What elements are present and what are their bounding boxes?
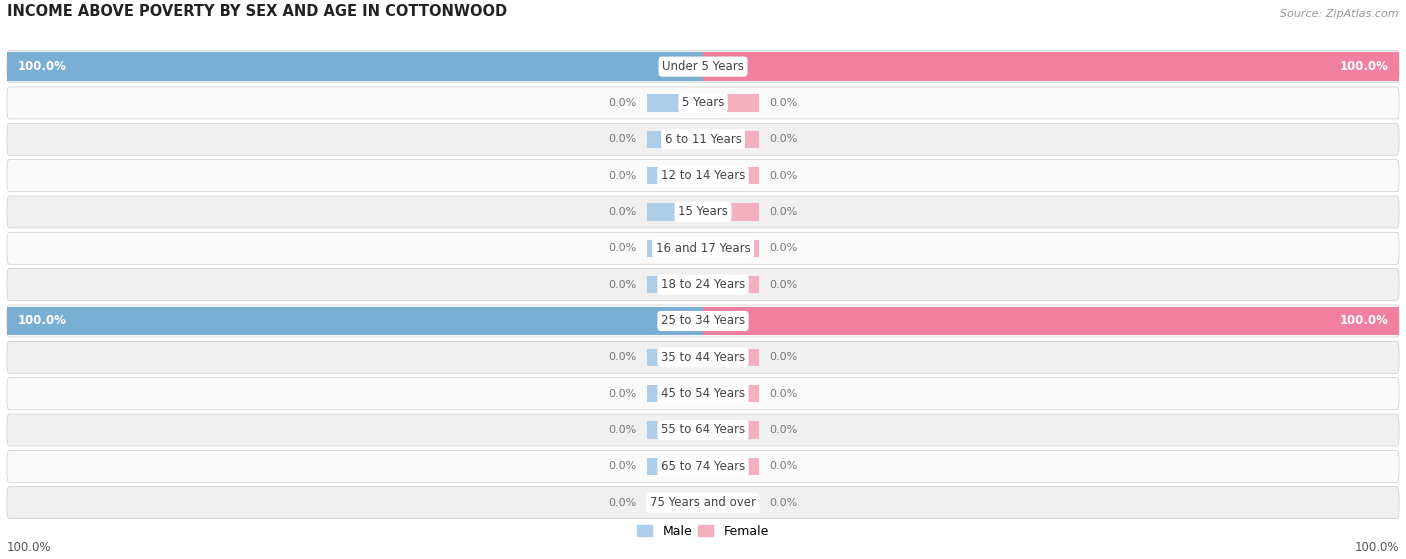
- Bar: [647, 203, 703, 221]
- Bar: [7, 307, 703, 335]
- Text: 0.0%: 0.0%: [769, 207, 797, 217]
- Text: 55 to 64 Years: 55 to 64 Years: [661, 424, 745, 437]
- Bar: [703, 458, 759, 475]
- Bar: [647, 385, 703, 402]
- Bar: [703, 240, 759, 257]
- Text: 25 to 34 Years: 25 to 34 Years: [661, 315, 745, 328]
- Bar: [703, 307, 1399, 335]
- Text: 100.0%: 100.0%: [17, 315, 66, 328]
- Bar: [647, 276, 703, 293]
- FancyBboxPatch shape: [7, 124, 1399, 155]
- Bar: [7, 53, 703, 80]
- Legend: Male, Female: Male, Female: [633, 520, 773, 543]
- Text: 100.0%: 100.0%: [7, 541, 52, 554]
- Bar: [703, 53, 1399, 80]
- Bar: [703, 385, 759, 402]
- Text: 35 to 44 Years: 35 to 44 Years: [661, 351, 745, 364]
- Bar: [647, 240, 703, 257]
- Text: 0.0%: 0.0%: [609, 134, 637, 144]
- Text: 0.0%: 0.0%: [609, 98, 637, 108]
- Text: 0.0%: 0.0%: [609, 461, 637, 471]
- Bar: [647, 421, 703, 439]
- Text: 16 and 17 Years: 16 and 17 Years: [655, 242, 751, 255]
- FancyBboxPatch shape: [7, 87, 1399, 119]
- Text: 12 to 14 Years: 12 to 14 Years: [661, 169, 745, 182]
- FancyBboxPatch shape: [7, 487, 1399, 519]
- Text: 15 Years: 15 Years: [678, 206, 728, 219]
- Bar: [647, 94, 703, 112]
- Text: 0.0%: 0.0%: [769, 170, 797, 181]
- FancyBboxPatch shape: [7, 305, 1399, 337]
- Bar: [703, 349, 759, 366]
- FancyBboxPatch shape: [7, 342, 1399, 373]
- Text: 5 Years: 5 Years: [682, 97, 724, 110]
- Text: 0.0%: 0.0%: [609, 498, 637, 508]
- Text: 0.0%: 0.0%: [609, 243, 637, 253]
- Text: 0.0%: 0.0%: [609, 170, 637, 181]
- Text: 6 to 11 Years: 6 to 11 Years: [665, 133, 741, 146]
- Text: Source: ZipAtlas.com: Source: ZipAtlas.com: [1281, 10, 1399, 20]
- Bar: [703, 167, 759, 184]
- Text: 65 to 74 Years: 65 to 74 Years: [661, 460, 745, 473]
- FancyBboxPatch shape: [7, 378, 1399, 410]
- Text: 0.0%: 0.0%: [769, 389, 797, 399]
- Bar: [647, 131, 703, 148]
- Text: 0.0%: 0.0%: [769, 461, 797, 471]
- Bar: [703, 94, 759, 112]
- Text: 0.0%: 0.0%: [769, 498, 797, 508]
- FancyBboxPatch shape: [7, 51, 1399, 83]
- Text: 0.0%: 0.0%: [769, 425, 797, 435]
- Bar: [703, 131, 759, 148]
- Text: 100.0%: 100.0%: [1340, 60, 1389, 73]
- Text: 0.0%: 0.0%: [769, 134, 797, 144]
- Text: 0.0%: 0.0%: [609, 425, 637, 435]
- Bar: [647, 494, 703, 511]
- Text: 100.0%: 100.0%: [17, 60, 66, 73]
- Text: Under 5 Years: Under 5 Years: [662, 60, 744, 73]
- Text: 0.0%: 0.0%: [609, 207, 637, 217]
- Bar: [647, 458, 703, 475]
- Text: 45 to 54 Years: 45 to 54 Years: [661, 387, 745, 400]
- Bar: [703, 494, 759, 511]
- Text: 100.0%: 100.0%: [1340, 315, 1389, 328]
- Text: 0.0%: 0.0%: [609, 352, 637, 362]
- Text: 0.0%: 0.0%: [769, 280, 797, 290]
- FancyBboxPatch shape: [7, 196, 1399, 228]
- Bar: [703, 203, 759, 221]
- Bar: [703, 421, 759, 439]
- FancyBboxPatch shape: [7, 451, 1399, 482]
- Text: 0.0%: 0.0%: [609, 280, 637, 290]
- Text: 18 to 24 Years: 18 to 24 Years: [661, 278, 745, 291]
- Text: 0.0%: 0.0%: [769, 352, 797, 362]
- Bar: [703, 276, 759, 293]
- Text: 0.0%: 0.0%: [609, 389, 637, 399]
- FancyBboxPatch shape: [7, 414, 1399, 446]
- Text: 0.0%: 0.0%: [769, 243, 797, 253]
- Text: 0.0%: 0.0%: [769, 98, 797, 108]
- FancyBboxPatch shape: [7, 233, 1399, 264]
- FancyBboxPatch shape: [7, 269, 1399, 301]
- Text: 100.0%: 100.0%: [1354, 541, 1399, 554]
- Bar: [647, 349, 703, 366]
- FancyBboxPatch shape: [7, 160, 1399, 192]
- Bar: [647, 167, 703, 184]
- Text: INCOME ABOVE POVERTY BY SEX AND AGE IN COTTONWOOD: INCOME ABOVE POVERTY BY SEX AND AGE IN C…: [7, 4, 508, 20]
- Text: 75 Years and over: 75 Years and over: [650, 496, 756, 509]
